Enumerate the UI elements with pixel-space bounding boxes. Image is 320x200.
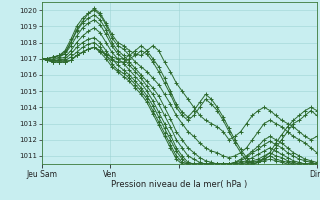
X-axis label: Pression niveau de la mer( hPa ): Pression niveau de la mer( hPa ) [111,180,247,189]
